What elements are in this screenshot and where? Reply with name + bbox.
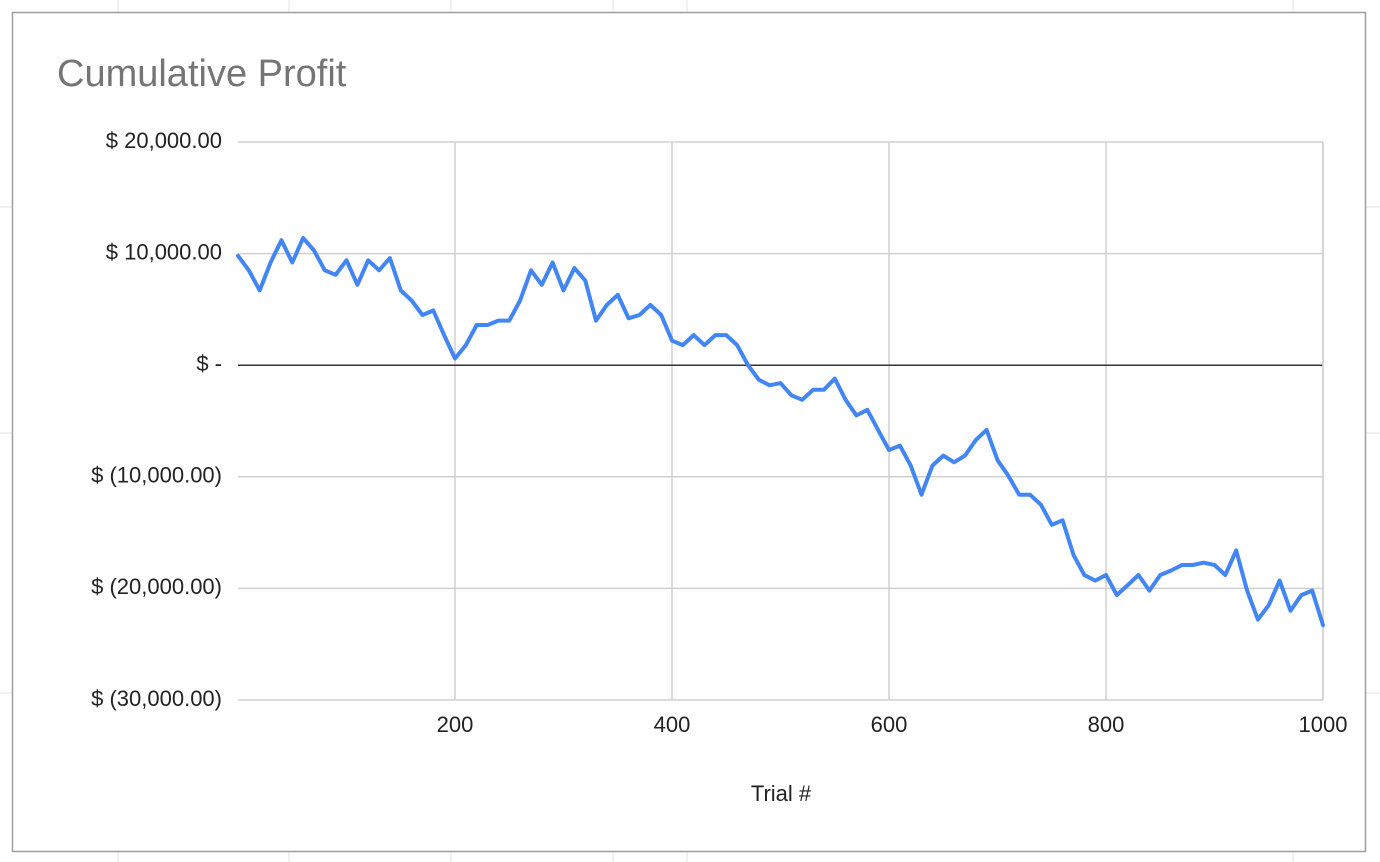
y-tick-label: $ - [196,351,222,376]
x-tick-label: 600 [871,712,908,737]
x-tick-label: 200 [437,712,474,737]
data-line [236,236,1325,628]
y-tick-label: $ 10,000.00 [106,239,222,264]
x-axis-label: Trial # [751,781,812,806]
y-tick-label: $ (30,000.00) [91,686,222,711]
chart-frame [11,11,1367,853]
y-tick-label: $ (10,000.00) [91,463,222,488]
x-tick-label: 800 [1088,712,1125,737]
grid: 200 400 600 800 1000 $ (30,000.00) $ (20,000.0… [91,128,1347,737]
chart-title: Cumulative Profit [57,53,347,95]
plot [236,236,1325,628]
x-tick-label: 1000 [1299,712,1348,737]
y-tick-label: $ (20,000.00) [91,574,222,599]
x-tick-label: 400 [654,712,691,737]
y-tick-label: $ 20,000.00 [106,128,222,153]
